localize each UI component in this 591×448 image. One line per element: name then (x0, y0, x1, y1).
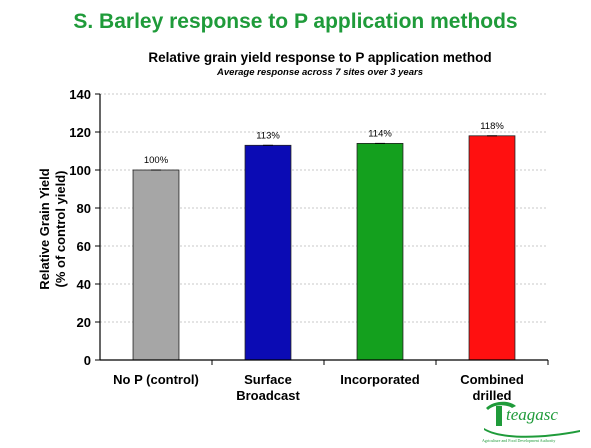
x-tick-label: Surface (244, 372, 292, 387)
y-tick-label: 40 (77, 277, 91, 292)
y-tick-label: 140 (69, 87, 91, 102)
teagasc-logo-icon (484, 401, 580, 438)
bar (468, 135, 516, 361)
y-tick-label: 0 (84, 353, 91, 368)
data-labels: 100% 113% 114% 118% (144, 121, 505, 166)
y-tick-label: 120 (69, 125, 91, 140)
x-tick-label: Combined (460, 372, 524, 387)
teagasc-logo-text: teagasc (506, 405, 558, 424)
bars (132, 135, 516, 361)
chart-title: Relative grain yield response to P appli… (148, 50, 491, 65)
y-tick-label: 80 (77, 201, 91, 216)
slide-title: S. Barley response to P application meth… (73, 10, 518, 33)
data-label: 114% (368, 128, 392, 139)
bar (356, 142, 404, 361)
y-tick-label: 20 (77, 315, 91, 330)
bar (132, 169, 180, 361)
x-tick-label: No P (control) (113, 372, 199, 387)
y-tick-labels: 0 20 40 60 80 100 120 140 (69, 87, 91, 368)
y-tick-label: 60 (77, 239, 91, 254)
axes (95, 93, 549, 365)
data-label: 118% (480, 121, 504, 132)
teagasc-logo: teagasc Agriculture and Food Development… (482, 401, 580, 443)
data-label: 113% (256, 130, 280, 141)
chart-subtitle: Average response across 7 sites over 3 y… (216, 67, 423, 78)
x-tick-label: Broadcast (236, 388, 300, 403)
y-axis-label-line2: (% of control yield) (53, 171, 68, 288)
data-label: 100% (144, 155, 169, 166)
teagasc-logo-tagline: Agriculture and Food Development Authori… (482, 438, 555, 443)
y-tick-label: 100 (69, 163, 91, 178)
bar (244, 144, 292, 361)
y-axis-label: Relative Grain Yield (37, 168, 52, 289)
x-tick-label: Incorporated (340, 372, 420, 387)
x-tick-label: drilled (472, 388, 511, 403)
